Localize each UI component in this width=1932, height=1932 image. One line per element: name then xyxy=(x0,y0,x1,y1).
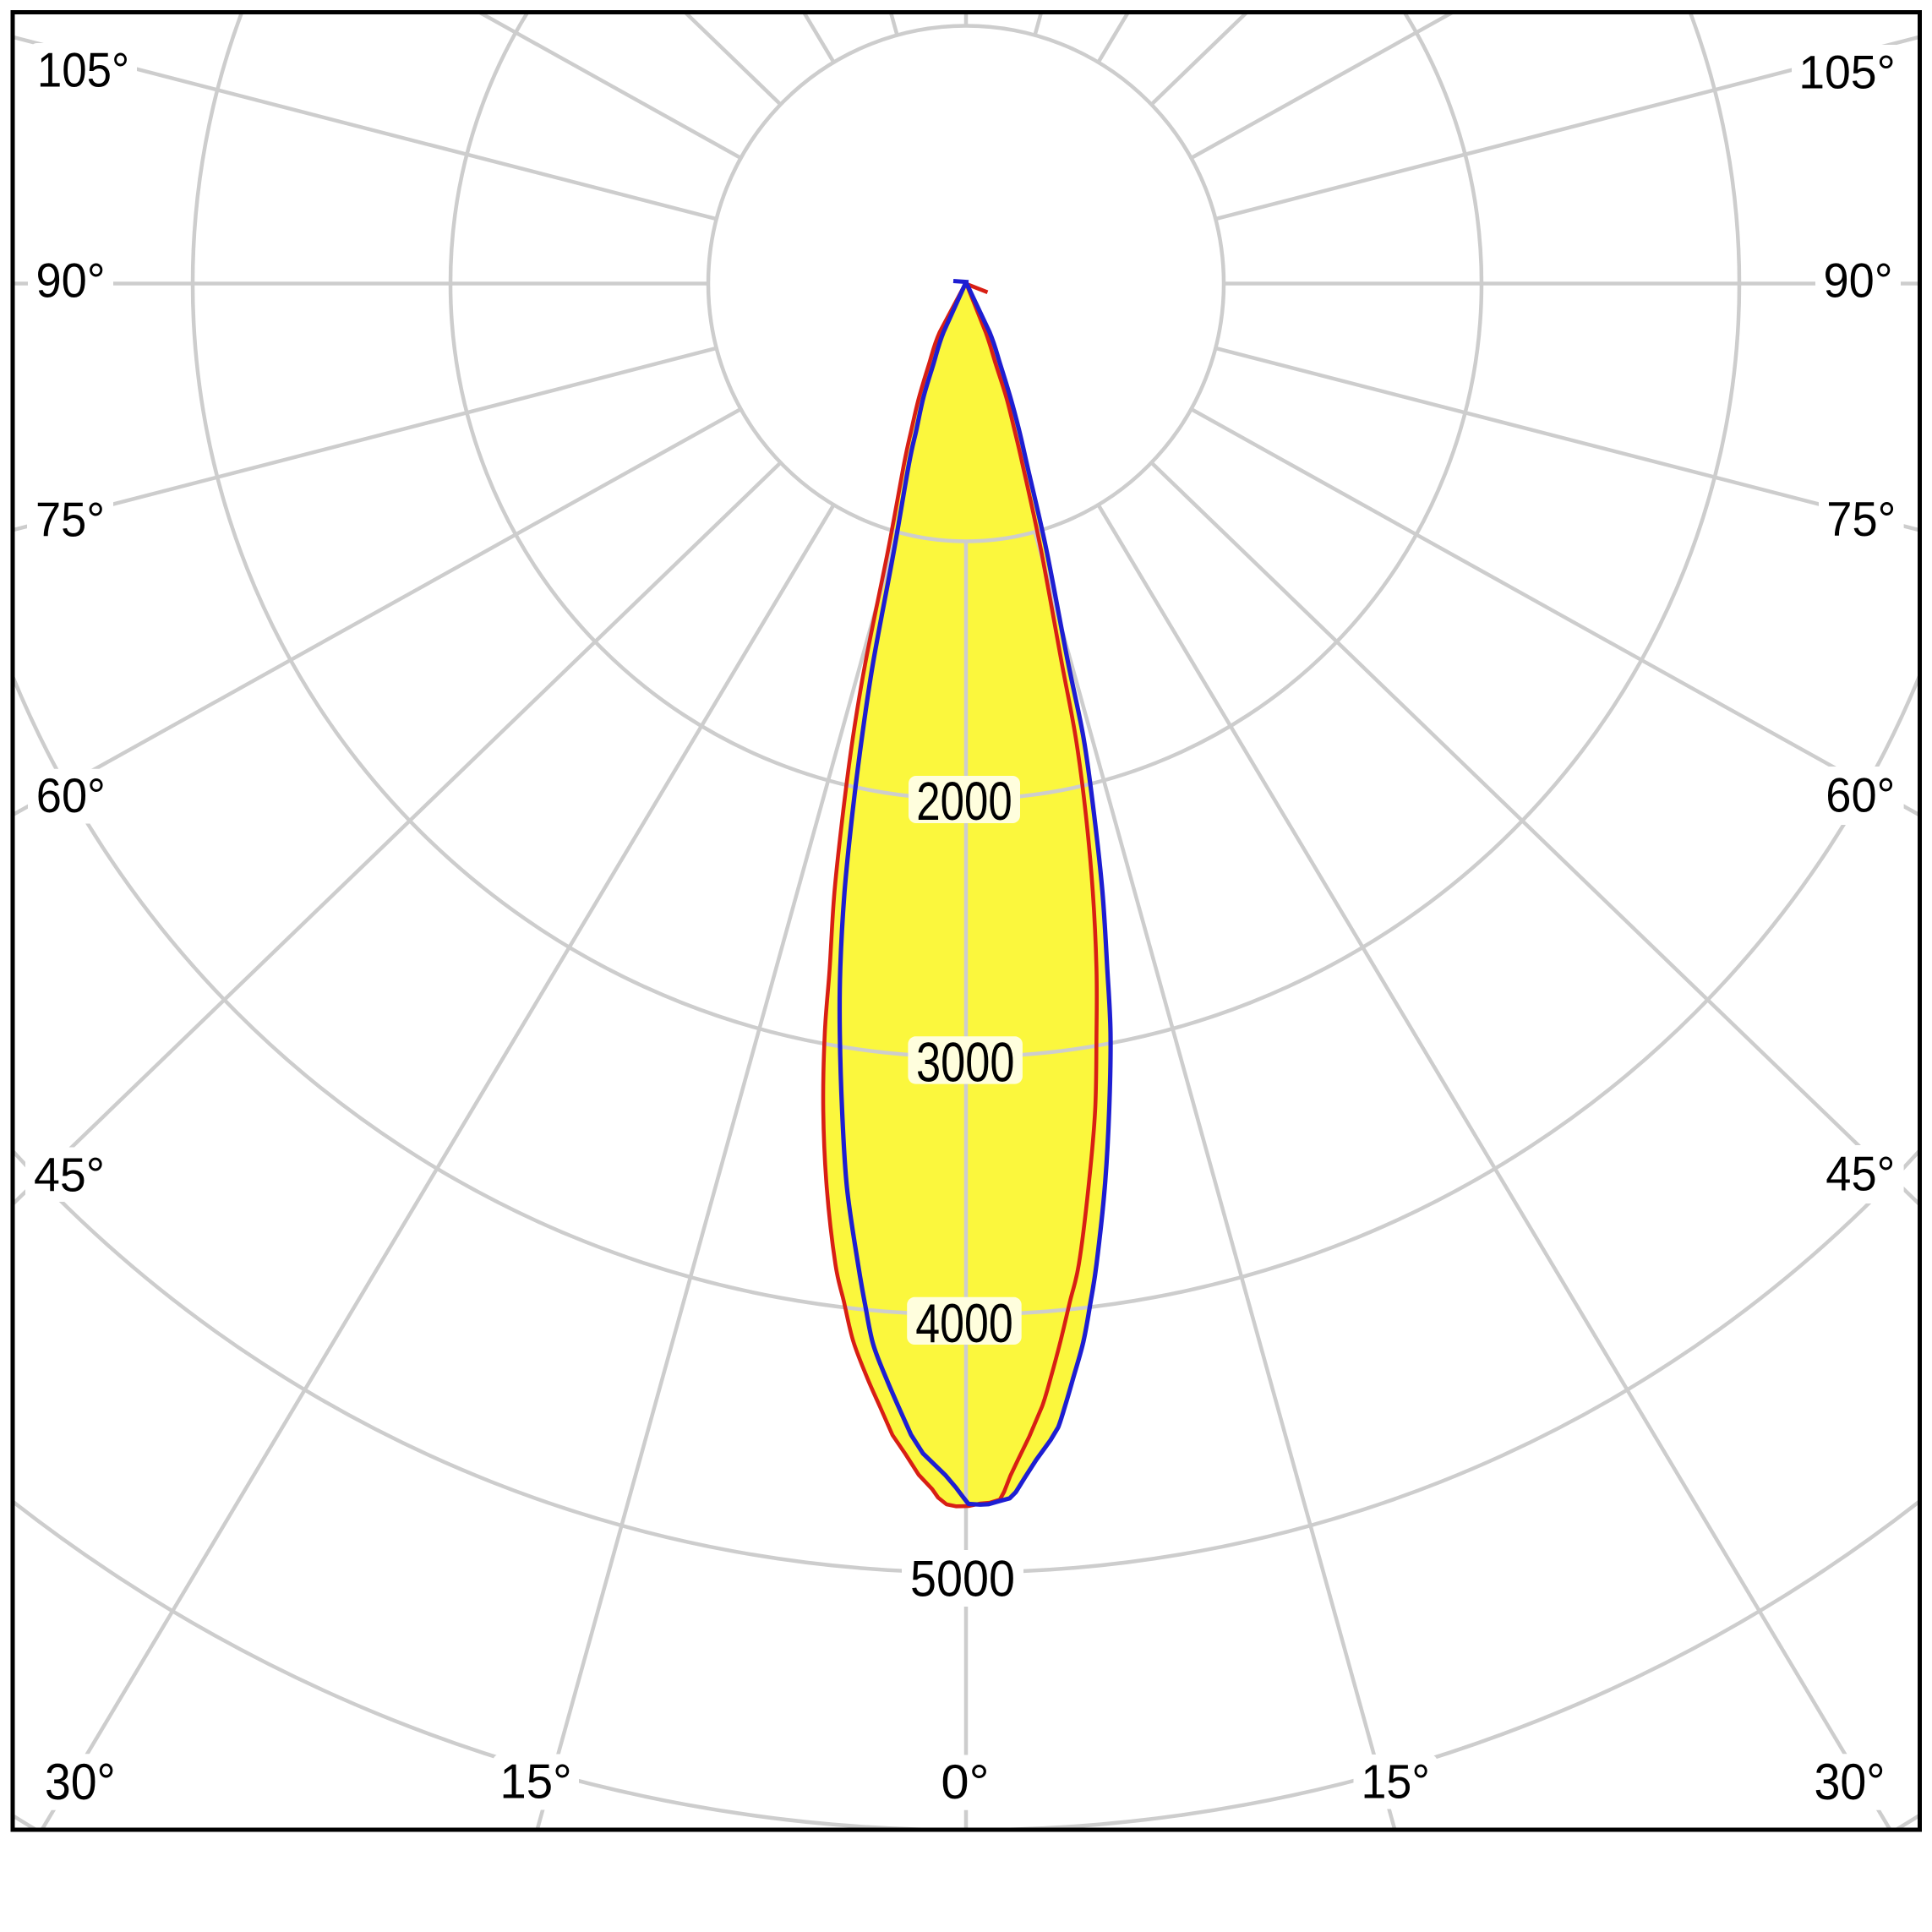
svg-text:4000: 4000 xyxy=(915,1292,1013,1354)
svg-text:90°: 90° xyxy=(1824,254,1893,308)
svg-text:15°: 15° xyxy=(499,1755,571,1809)
svg-text:5000: 5000 xyxy=(910,1550,1015,1607)
svg-text:75°: 75° xyxy=(35,494,105,548)
svg-text:15°: 15° xyxy=(1362,1755,1430,1809)
svg-text:45°: 45° xyxy=(34,1148,105,1201)
svg-text:90°: 90° xyxy=(36,254,106,308)
svg-text:60°: 60° xyxy=(36,769,106,823)
svg-text:3000: 3000 xyxy=(916,1031,1015,1093)
svg-text:75°: 75° xyxy=(1826,493,1896,547)
svg-text:105°: 105° xyxy=(1798,46,1896,99)
svg-text:2000: 2000 xyxy=(916,772,1012,832)
svg-text:105°: 105° xyxy=(37,44,129,98)
svg-text:30°: 30° xyxy=(45,1754,116,1810)
svg-text:30°: 30° xyxy=(1814,1754,1885,1810)
svg-text:60°: 60° xyxy=(1826,769,1895,823)
svg-text:0°: 0° xyxy=(941,1755,989,1809)
svg-text:45°: 45° xyxy=(1826,1148,1895,1202)
